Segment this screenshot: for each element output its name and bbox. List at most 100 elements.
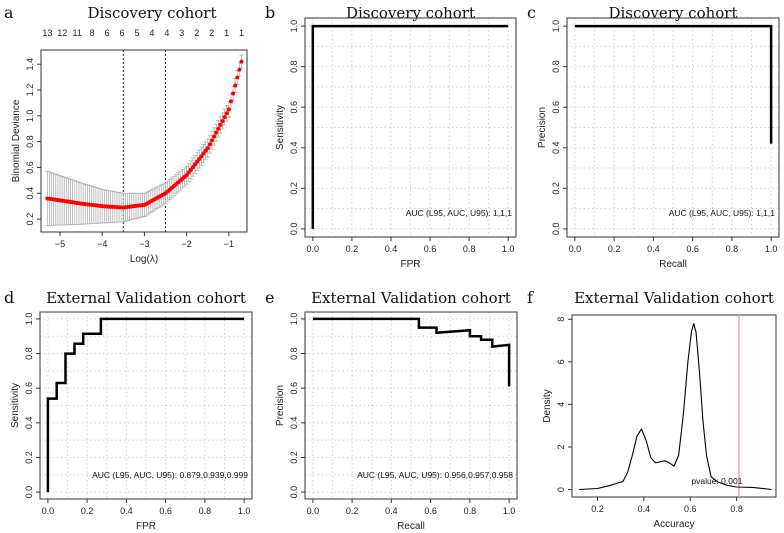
top-axis-label: 3 bbox=[179, 28, 184, 38]
y-tick-label: 0.8 bbox=[25, 135, 35, 148]
data-point bbox=[222, 115, 227, 120]
data-point bbox=[186, 170, 191, 175]
y-axis-label: Sensitivity bbox=[10, 383, 21, 428]
plot-frame bbox=[39, 311, 253, 500]
data-point bbox=[205, 146, 210, 151]
x-tick-label: 0.6 bbox=[686, 244, 699, 254]
x-tick-label: 0.8 bbox=[464, 506, 477, 516]
data-point bbox=[226, 107, 231, 112]
y-tick-label: 0.6 bbox=[24, 382, 34, 395]
plot-frame bbox=[304, 311, 518, 500]
auc-annotation: AUC (L95, AUC, U95): 0.956,0.957,0.958 bbox=[357, 470, 513, 480]
x-tick-label: −1 bbox=[224, 239, 234, 249]
panel-title: Discovery cohort bbox=[346, 4, 475, 22]
top-axis-label: 13 bbox=[42, 28, 52, 38]
series-line bbox=[312, 317, 511, 387]
panel-c: c Discovery cohort 0.0 0.2 0.4 0.6 0.8 1.0 0.0 0.… bbox=[527, 3, 780, 270]
x-tick-label: 1.0 bbox=[503, 506, 516, 516]
data-point bbox=[195, 159, 200, 164]
auc-annotation: AUC (L95, AUC, U95): 0.879,0.939,0.999 bbox=[92, 470, 248, 480]
panel-title: Discovery cohort bbox=[608, 4, 737, 22]
x-tick-label: 0.4 bbox=[638, 504, 651, 514]
y-tick-label: 1.0 bbox=[24, 313, 34, 326]
data-point bbox=[224, 111, 229, 116]
y-tick-label: 0.4 bbox=[289, 142, 299, 155]
data-point bbox=[201, 151, 206, 156]
x-tick-label: 0.6 bbox=[424, 506, 437, 516]
series-line bbox=[46, 317, 245, 493]
series-line bbox=[311, 24, 509, 229]
plot-frame bbox=[304, 17, 517, 238]
panel-title: External Validation cohort bbox=[311, 289, 511, 307]
y-tick-label: 0.2 bbox=[24, 451, 34, 464]
x-tick-label: 1.0 bbox=[502, 244, 515, 254]
x-tick-label: 0.6 bbox=[159, 506, 172, 516]
top-axis-label: 12 bbox=[57, 28, 67, 38]
top-axis-label: 6 bbox=[105, 28, 110, 38]
top-axis-label: 2 bbox=[209, 28, 214, 38]
series-line bbox=[578, 322, 772, 491]
data-point bbox=[228, 99, 233, 104]
data-point bbox=[233, 83, 238, 88]
y-tick-label: 0.0 bbox=[289, 223, 299, 236]
panel-label: e bbox=[265, 288, 274, 307]
y-axis-label: Density bbox=[542, 389, 553, 422]
data-point bbox=[214, 130, 219, 135]
x-tick-label: 0.8 bbox=[730, 504, 743, 514]
data-point bbox=[190, 165, 195, 170]
series-line bbox=[574, 24, 773, 144]
data-point bbox=[203, 148, 208, 153]
panel-a: a Discovery cohort −5 −4 −3 −2 −1 0.2 0.4 0.6 0.8 1… bbox=[4, 3, 248, 265]
data-point bbox=[188, 167, 193, 172]
panel-label: f bbox=[527, 288, 534, 307]
x-tick-label: 1.0 bbox=[238, 506, 251, 516]
y-tick-label: 1.2 bbox=[25, 84, 35, 97]
x-tick-label: 0.8 bbox=[726, 244, 739, 254]
x-tick-label: 0.2 bbox=[346, 244, 359, 254]
y-tick-label: 4 bbox=[556, 402, 566, 407]
y-axis-label: Precision bbox=[537, 107, 548, 148]
panel-b: b Discovery cohort 0.0 0.2 0.4 0.6 0.8 1.0 0.0 0.… bbox=[265, 3, 517, 270]
data-point bbox=[235, 75, 240, 80]
x-axis-label: Recall bbox=[397, 521, 425, 532]
y-axis-label: Binomial Deviance bbox=[11, 99, 22, 182]
data-point bbox=[197, 156, 202, 161]
top-axis-label: 8 bbox=[90, 28, 95, 38]
plot-frame bbox=[566, 17, 780, 238]
y-tick-label: 0.8 bbox=[24, 347, 34, 360]
data-point bbox=[184, 173, 189, 178]
x-tick-label: 0.4 bbox=[647, 244, 660, 254]
top-axis-label: 1 bbox=[224, 28, 229, 38]
y-tick-label: 6 bbox=[556, 359, 566, 364]
panel-label: c bbox=[527, 3, 536, 22]
top-axis-label: 6 bbox=[120, 28, 125, 38]
x-tick-label: −5 bbox=[55, 239, 65, 249]
plot-frame bbox=[571, 314, 777, 498]
y-tick-label: 2 bbox=[556, 444, 566, 449]
pvalue-annotation: pvalue: 0.001 bbox=[691, 476, 742, 486]
panel-label: a bbox=[4, 3, 14, 22]
auc-annotation: AUC (L95, AUC, U95): 1,1,1 bbox=[406, 208, 513, 218]
y-tick-label: 0.8 bbox=[289, 347, 299, 360]
data-point bbox=[209, 138, 214, 143]
y-tick-label: 1.0 bbox=[551, 20, 561, 33]
x-tick-label: 0.6 bbox=[684, 504, 697, 514]
panel-d: d External Validation cohort 0.0 0.2 0.4 0.6 0… bbox=[4, 288, 253, 532]
y-tick-label: 8 bbox=[556, 317, 566, 322]
x-tick-label: 0.2 bbox=[346, 506, 359, 516]
y-tick-label: 0.2 bbox=[551, 182, 561, 195]
panel-label: b bbox=[265, 3, 275, 22]
y-tick-label: 0.4 bbox=[551, 142, 561, 155]
y-tick-label: 0.8 bbox=[551, 60, 561, 73]
top-axis-label: 2 bbox=[194, 28, 199, 38]
y-tick-label: 0.0 bbox=[551, 223, 561, 236]
y-tick-label: 0.6 bbox=[551, 101, 561, 114]
data-point bbox=[237, 67, 242, 72]
top-axis-label: 11 bbox=[73, 28, 82, 38]
y-tick-label: 0.0 bbox=[24, 486, 34, 499]
y-tick-label: 0.8 bbox=[289, 60, 299, 73]
x-tick-label: −4 bbox=[97, 239, 107, 249]
data-point bbox=[199, 154, 204, 159]
x-tick-label: 0.2 bbox=[591, 504, 604, 514]
